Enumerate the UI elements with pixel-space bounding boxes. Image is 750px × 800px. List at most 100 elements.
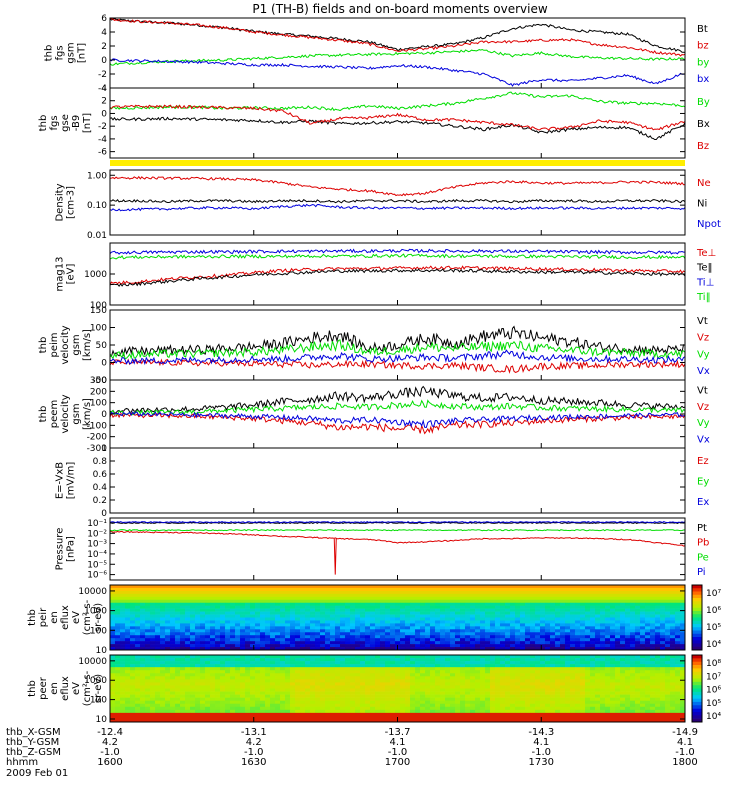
heatmap-cell: [240, 682, 246, 686]
heatmap-cell: [390, 679, 396, 683]
heatmap-cell: [370, 587, 376, 592]
heatmap-cell: [170, 658, 176, 662]
heatmap-cell: [515, 700, 521, 705]
heatmap-cell: [110, 623, 116, 627]
heatmap-cell: [300, 658, 306, 662]
heatmap-cell: [330, 679, 336, 683]
heatmap-cell: [660, 691, 666, 695]
heatmap-cell: [425, 623, 431, 627]
heatmap-cell: [645, 605, 651, 609]
heatmap-cell: [310, 709, 316, 714]
heatmap-cell: [320, 629, 326, 633]
heatmap-cell: [215, 664, 221, 668]
heatmap-cell: [480, 590, 486, 595]
heatmap-cell: [350, 620, 356, 624]
heatmap-cell: [620, 611, 626, 615]
heatmap-cell: [625, 670, 631, 674]
heatmap-cell: [605, 611, 611, 615]
heatmap-cell: [335, 670, 341, 674]
heatmap-cell: [290, 635, 296, 639]
heatmap-cell: [145, 661, 151, 665]
heatmap-cell: [515, 694, 521, 698]
heatmap-cell: [325, 676, 331, 680]
heatmap-cell: [445, 623, 451, 627]
y-axis-label: peim: [49, 332, 60, 357]
heatmap-cell: [550, 629, 556, 633]
heatmap-cell: [395, 602, 401, 606]
heatmap-cell: [630, 706, 636, 711]
heatmap-cell: [360, 590, 366, 595]
heatmap-cell: [115, 587, 121, 592]
heatmap-cell: [485, 585, 491, 589]
heatmap-cell: [420, 691, 426, 695]
heatmap-cell: [660, 644, 666, 648]
heatmap-cell: [485, 590, 491, 595]
heatmap-cell: [340, 629, 346, 633]
heatmap-cell: [605, 590, 611, 595]
heatmap-cell: [180, 596, 186, 601]
heatmap-cell: [315, 644, 321, 648]
heatmap-cell: [455, 635, 461, 639]
heatmap-cell: [590, 703, 596, 708]
legend-entry: Vy: [697, 349, 710, 360]
y-tick-label: 300: [90, 376, 107, 386]
heatmap-cell: [250, 709, 256, 714]
heatmap-cell: [120, 673, 126, 677]
heatmap-cell: [575, 673, 581, 677]
heatmap-cell: [620, 587, 626, 592]
heatmap-cell: [435, 688, 441, 692]
heatmap-cell: [485, 614, 491, 618]
heatmap-cell: [380, 638, 386, 642]
heatmap-cell: [230, 655, 236, 659]
heatmap-cell: [625, 676, 631, 680]
heatmap-cell: [635, 596, 641, 601]
heatmap-cell: [435, 709, 441, 714]
heatmap-cell: [455, 676, 461, 680]
heatmap-cell: [645, 620, 651, 624]
heatmap-cell: [630, 703, 636, 708]
heatmap-cell: [485, 635, 491, 639]
heatmap-cell: [425, 658, 431, 662]
heatmap-cell: [335, 691, 341, 695]
heatmap-cell: [555, 585, 561, 589]
heatmap-cell: [310, 700, 316, 705]
heatmap-cell: [470, 605, 476, 609]
legend-entry: Pi: [697, 567, 706, 578]
heatmap-cell: [250, 685, 256, 689]
heatmap-cell: [640, 620, 646, 624]
heatmap-cell: [465, 602, 471, 606]
heatmap-cell: [490, 679, 496, 683]
heatmap-cell: [405, 682, 411, 686]
heatmap-cell: [675, 629, 681, 633]
heatmap-cell: [475, 676, 481, 680]
heatmap-cell: [335, 679, 341, 683]
heatmap-cell: [345, 590, 351, 595]
heatmap-cell: [520, 611, 526, 615]
heatmap-cell: [180, 682, 186, 686]
heatmap-cell: [580, 608, 586, 612]
heatmap-cell: [350, 673, 356, 677]
heatmap-cell: [370, 691, 376, 695]
heatmap-cell: [110, 585, 116, 589]
heatmap-cell: [125, 644, 131, 648]
heatmap-cell: [430, 593, 436, 598]
heatmap-cell: [440, 611, 446, 615]
heatmap-cell: [500, 599, 506, 604]
heatmap-cell: [400, 605, 406, 609]
heatmap-cell: [205, 617, 211, 621]
heatmap-cell: [330, 703, 336, 708]
heatmap-cell: [330, 623, 336, 627]
heatmap-cell: [505, 599, 511, 604]
heatmap-cell: [490, 655, 496, 659]
heatmap-cell: [530, 638, 536, 642]
heatmap-cell: [610, 608, 616, 612]
heatmap-cell: [590, 682, 596, 686]
heatmap-cell: [555, 688, 561, 692]
heatmap-cell: [110, 670, 116, 674]
heatmap-cell: [205, 667, 211, 671]
heatmap-cell: [585, 691, 591, 695]
heatmap-cell: [340, 682, 346, 686]
heatmap-cell: [590, 641, 596, 645]
heatmap-cell: [255, 679, 261, 683]
heatmap-cell: [195, 620, 201, 624]
